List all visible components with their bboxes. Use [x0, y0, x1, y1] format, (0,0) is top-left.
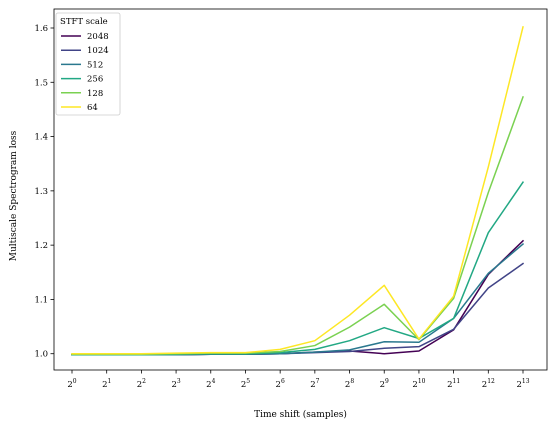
y-tick-label: 1.3	[34, 187, 48, 197]
x-tick-label: 29	[380, 378, 389, 390]
x-tick-base: 2	[482, 380, 487, 390]
x-tick-label: 25	[241, 378, 250, 390]
x-tick-exponent: 5	[246, 378, 250, 385]
legend-label-512: 512	[87, 60, 103, 70]
legend-entries: 2048 1024 512 256 128 64	[61, 32, 109, 113]
x-tick-exponent: 10	[418, 378, 426, 385]
x-tick-label: 211	[447, 378, 460, 390]
x-tick-label: 28	[345, 378, 354, 390]
y-tick-label: 1.1	[34, 295, 48, 305]
legend-box	[55, 12, 121, 116]
x-tick-base: 2	[345, 380, 350, 390]
x-tick-exponent: 9	[385, 378, 389, 385]
x-tick-exponent: 1	[107, 378, 111, 385]
legend-title: STFT scale	[60, 17, 108, 27]
x-tick-base: 2	[310, 380, 315, 390]
x-tick-label: 210	[412, 378, 425, 390]
x-tick-label: 27	[310, 378, 319, 390]
legend-label-256: 256	[87, 75, 103, 85]
x-tick-label: 23	[171, 378, 180, 390]
x-tick-base: 2	[447, 380, 452, 390]
x-tick-exponent: 4	[212, 378, 216, 385]
plot-lines	[71, 26, 525, 356]
y-tick-label: 1.0	[34, 350, 48, 360]
x-tick-label: 26	[276, 378, 285, 390]
x-tick-label: 212	[482, 378, 495, 390]
x-tick-exponent: 12	[487, 378, 495, 385]
x-tick-base: 2	[137, 380, 142, 390]
x-tick-base: 2	[67, 380, 72, 390]
y-tick-label: 1.6	[34, 24, 48, 34]
x-tick-base: 2	[516, 380, 521, 390]
y-axis-label: Multiscale Spectrogram loss	[9, 130, 19, 261]
x-tick-label: 213	[516, 378, 529, 390]
x-tick-exponent: 0	[73, 378, 77, 385]
x-tick-base: 2	[206, 380, 211, 390]
x-tick-exponent: 13	[522, 378, 530, 385]
x-tick-label: 21	[102, 378, 111, 390]
y-tick-label: 1.5	[34, 78, 48, 88]
x-tick-exponent: 2	[142, 378, 146, 385]
x-tick-exponent: 7	[316, 378, 320, 385]
legend-label-1024: 1024	[87, 46, 109, 56]
x-tick-exponent: 6	[281, 378, 285, 385]
legend-label-64: 64	[87, 103, 98, 113]
x-tick-label: 22	[137, 378, 146, 390]
series-line-64	[71, 26, 524, 355]
x-tick-base: 2	[380, 380, 385, 390]
x-tick-label: 24	[206, 378, 215, 390]
x-tick-exponent: 8	[350, 378, 354, 385]
x-tick-base: 2	[102, 380, 107, 390]
x-tick-base: 2	[276, 380, 281, 390]
x-tick-exponent: 3	[177, 378, 181, 385]
legend: STFT scale 2048 1024 512 256 128 64	[55, 12, 121, 116]
x-tick-exponent: 11	[453, 378, 461, 385]
legend-label-128: 128	[87, 89, 103, 99]
y-tick-label: 1.4	[34, 133, 48, 143]
x-tick-base: 2	[412, 380, 417, 390]
y-tick-label: 1.2	[34, 241, 48, 251]
x-tick-label: 20	[67, 378, 76, 390]
plot-frame	[53, 8, 548, 371]
x-axis-label: Time shift (samples)	[254, 409, 347, 420]
x-tick-base: 2	[171, 380, 176, 390]
legend-label-2048: 2048	[87, 32, 109, 42]
x-tick-base: 2	[241, 380, 246, 390]
axis-ticks: 20 21 22 23 24 25 26 27 28 29 210 211 212 2131.01.11.…	[34, 24, 529, 390]
